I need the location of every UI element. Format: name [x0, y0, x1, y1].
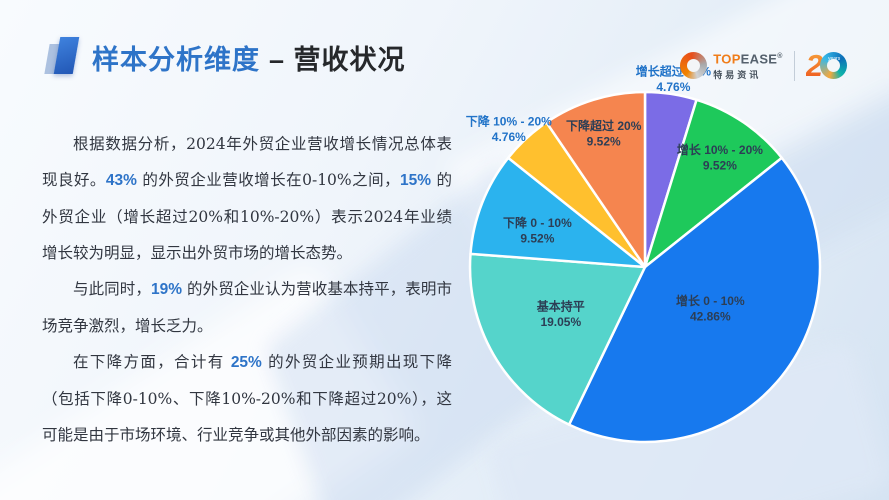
pie-label-3: 基本持平 19.05%	[536, 299, 585, 330]
body-text-segment: 的外贸企业（增长超过20%和10%-20%）表示2024年业绩增长较为明显，显示…	[42, 171, 452, 262]
page-title-secondary: – 营收状况	[269, 44, 406, 75]
page-title: 样本分析维度 – 营收状况	[92, 38, 406, 77]
body-text-segment: 的外贸企业营收增长在0-10%之间，	[136, 171, 401, 189]
revenue-pie-chart: 增长超过 20% 4.76% 增长 10% - 20% 9.52% 增长 0 - 10%…	[430, 48, 870, 468]
page-title-primary: 样本分析维度	[92, 44, 260, 75]
brand-text: TOPEASE® 特易资讯	[713, 50, 782, 81]
highlight-number: 15%	[400, 172, 432, 189]
body-text-segment: 与此同时，	[73, 280, 151, 298]
anniversary-zero-icon: years	[820, 52, 847, 80]
body-paragraph: 与此同时，19% 的外贸企业认为营收基本持平，表明市场竞争激烈，增长乏力。	[42, 271, 452, 344]
brand-logo: TOPEASE® 特易资讯 2 years	[680, 50, 847, 81]
anniversary-caption: years	[828, 56, 841, 63]
body-paragraph: 在下降方面，合计有 25% 的外贸企业预期出现下降（包括下降0-10%、下降10…	[42, 344, 452, 453]
page-header: 样本分析维度 – 营收状况	[44, 34, 406, 80]
registered-mark: ®	[777, 53, 783, 60]
body-text-segment: 根据数据分析，2024年外贸企业营收增长情况总体表现良好。	[42, 135, 452, 189]
anniversary-20-logo: 2 years	[806, 50, 847, 81]
title-marker-icon	[44, 34, 82, 80]
brand-name-en: TOPEASE®	[713, 51, 783, 67]
body-text-segment: 在下降方面，合计有	[73, 353, 231, 371]
logo-divider	[793, 50, 795, 81]
highlight-number: 19%	[150, 281, 182, 298]
highlight-number: 43%	[105, 172, 137, 189]
analysis-text: 根据数据分析，2024年外贸企业营收增长情况总体表现良好。43% 的外贸企业营收…	[42, 126, 452, 453]
highlight-number: 25%	[230, 354, 262, 371]
body-paragraph: 根据数据分析，2024年外贸企业营收增长情况总体表现良好。43% 的外贸企业营收…	[42, 126, 452, 271]
brand-name-cn: 特易资讯	[713, 70, 762, 81]
brand-ring-icon	[680, 52, 708, 80]
